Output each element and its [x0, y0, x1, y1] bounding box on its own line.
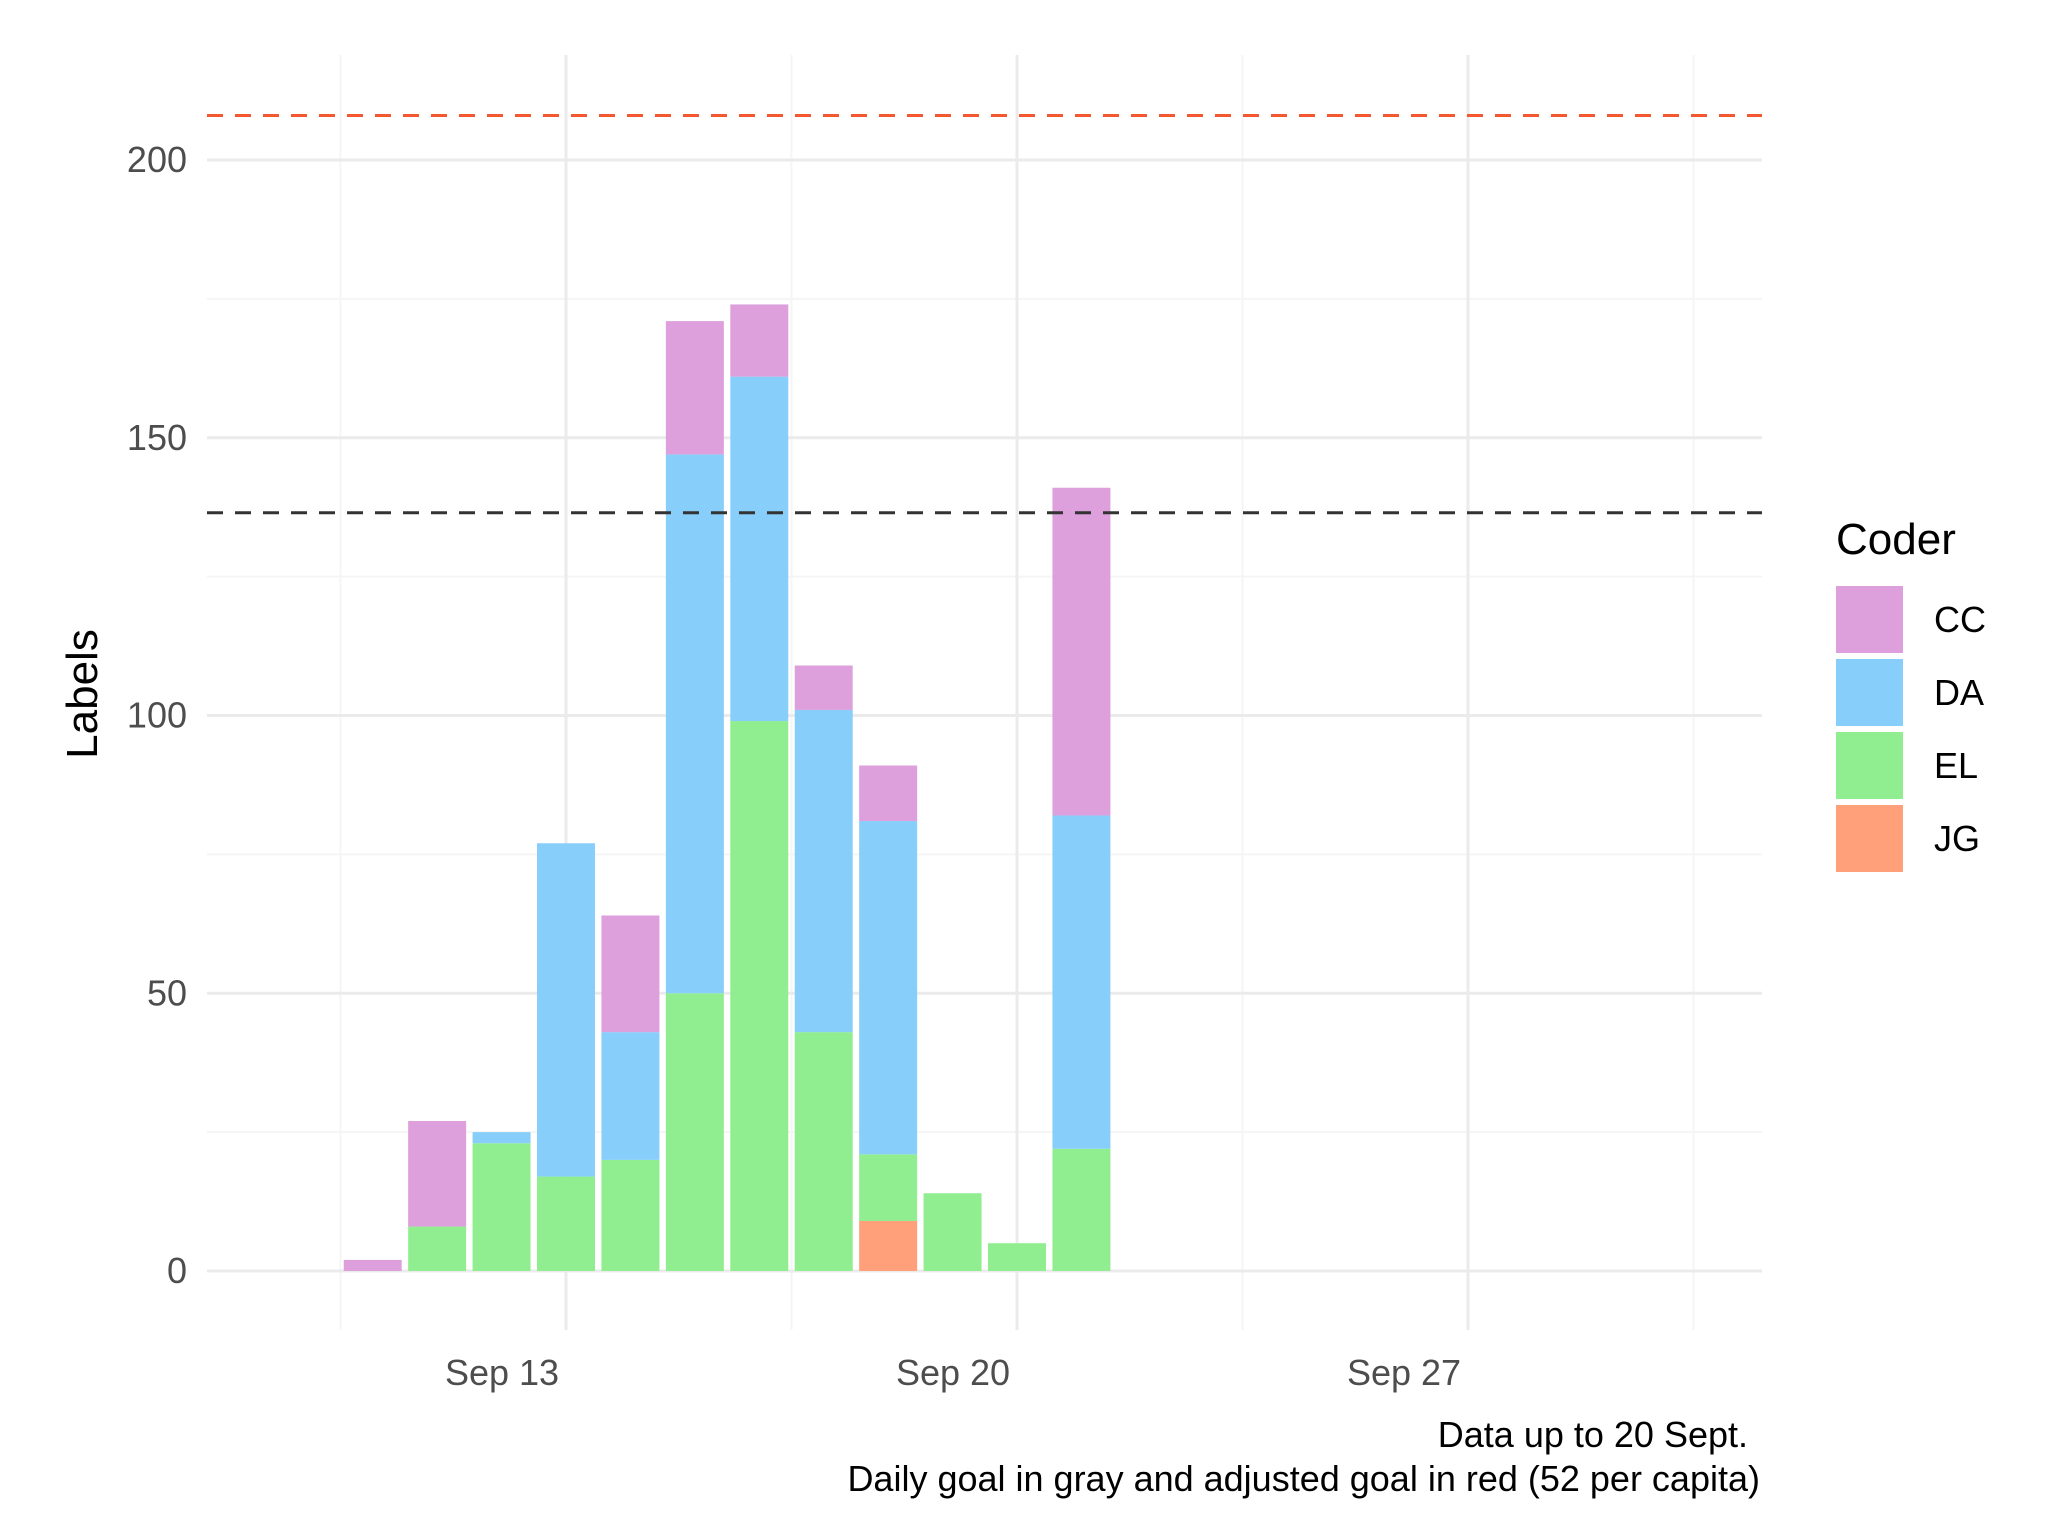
reference-lines [207, 114, 1762, 515]
legend-items: CC DA EL JG [1836, 586, 1986, 872]
y-axis-ticks: 0 50 100 150 200 [127, 139, 187, 1291]
y-tick-label: 100 [127, 695, 187, 736]
bar-da-2020-09-15 [665, 454, 724, 994]
bar-cc-2020-09-14 [601, 915, 660, 1033]
legend-swatch-da [1836, 659, 1903, 726]
bar-el-2020-09-11 [408, 1226, 467, 1271]
x-tick-label: Sep 13 [445, 1352, 559, 1393]
y-tick-label: 200 [127, 139, 187, 180]
bar-el-2020-09-16 [730, 721, 789, 1271]
bar-cc-2020-09-18 [859, 765, 918, 822]
bar-el-2020-09-13 [537, 1176, 595, 1271]
x-axis-ticks: Sep 13 Sep 20 Sep 27 [445, 1352, 1461, 1393]
bar-cc-2020-09-10 [343, 1259, 402, 1271]
bar-da-2020-09-12 [472, 1132, 531, 1144]
legend-label-jg: JG [1934, 818, 1980, 859]
bar-el-2020-09-17 [794, 1032, 853, 1271]
bar-el-2020-09-12 [472, 1143, 531, 1271]
bar-cc-2020-09-16 [730, 304, 789, 377]
bar-el-2020-09-14 [601, 1159, 660, 1271]
bar-da-2020-09-16 [730, 376, 789, 722]
caption-line-1: Data up to 20 Sept. [1438, 1414, 1748, 1455]
bar-da-2020-09-14 [601, 1032, 660, 1160]
caption-line-2: Daily goal in gray and adjusted goal in … [847, 1458, 1760, 1499]
legend-swatch-el [1836, 732, 1903, 799]
bar-da-2020-09-17 [794, 709, 853, 1033]
bar-el-2020-09-15 [665, 993, 724, 1271]
bar-jg-2020-09-18 [859, 1221, 918, 1271]
legend-swatch-jg [1836, 805, 1903, 872]
legend-label-el: EL [1934, 745, 1978, 786]
legend-label-cc: CC [1934, 599, 1986, 640]
bar-cc-2020-09-15 [665, 321, 724, 455]
bar-el-2020-09-18 [859, 1154, 918, 1222]
bar-el-2020-09-21 [1052, 1148, 1111, 1271]
y-tick-label: 150 [127, 417, 187, 458]
legend-label-da: DA [1934, 672, 1984, 713]
y-tick-label: 0 [167, 1250, 187, 1291]
bar-cc-2020-09-17 [794, 665, 853, 710]
bar-cc-2020-09-11 [408, 1121, 467, 1227]
legend-title: Coder [1836, 515, 1956, 564]
y-tick-label: 50 [147, 972, 187, 1013]
x-tick-label: Sep 20 [896, 1352, 1010, 1393]
bar-cc-2020-09-21 [1052, 487, 1111, 816]
caption: Data up to 20 Sept. Daily goal in gray a… [847, 1414, 1760, 1499]
bar-da-2020-09-21 [1052, 815, 1111, 1149]
bar-el-2020-09-19 [923, 1193, 982, 1271]
y-axis-title: Labels [58, 629, 107, 759]
legend-swatch-cc [1836, 586, 1903, 653]
stacked-bars [343, 304, 1111, 1271]
bar-da-2020-09-18 [859, 821, 918, 1155]
legend: Coder CC DA EL JG [1836, 515, 1986, 872]
x-tick-label: Sep 27 [1347, 1352, 1461, 1393]
bar-da-2020-09-13 [537, 843, 595, 1177]
bar-el-2020-09-20 [988, 1243, 1046, 1271]
